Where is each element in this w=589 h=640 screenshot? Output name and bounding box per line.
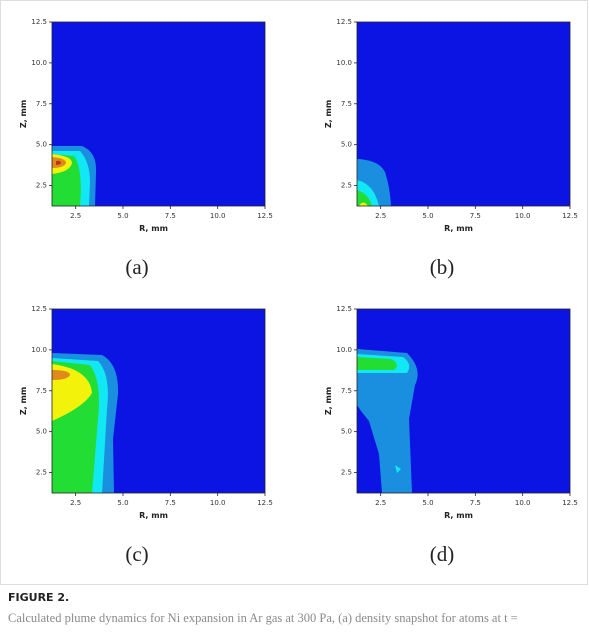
y-tick-label: 10.0: [336, 59, 352, 67]
x-tick-label: 10.0: [515, 499, 531, 507]
y-tick-label: 7.5: [341, 100, 352, 108]
contour-region: [52, 370, 70, 380]
x-tick-label: 10.0: [210, 499, 226, 507]
y-tick-label: 5.0: [341, 141, 352, 149]
x-tick-label: 2.5: [375, 499, 386, 507]
contour-region: [357, 190, 372, 206]
x-axis-label: R, mm: [444, 511, 473, 520]
x-axis-label: R, mm: [139, 224, 168, 233]
panel: 2.5 5.0 7.5 10.0 12.5 2.5 5.0 7.5 10.0 12.5 R, mm Z…: [19, 18, 273, 279]
x-tick-label: 7.5: [470, 212, 481, 220]
x-tick-label: 10.0: [210, 212, 226, 220]
y-tick-label: 7.5: [36, 387, 47, 395]
x-axis-label: R, mm: [139, 511, 168, 520]
y-tick-label: 10.0: [31, 59, 47, 67]
y-tick-label: 7.5: [341, 387, 352, 395]
caption-text: Calculated plume dynamics for Ni expansi…: [8, 611, 518, 625]
y-axis-label: Z, mm: [19, 387, 28, 415]
plot-frame: [356, 21, 571, 207]
x-tick-label: 7.5: [470, 499, 481, 507]
x-tick-label: 7.5: [165, 499, 176, 507]
panel: 2.5 5.0 7.5 10.0 12.5 2.5 5.0 7.5 10.0 12.5 R, mm Z…: [324, 18, 578, 279]
x-tick-label: 2.5: [70, 212, 81, 220]
panel: 2.5 5.0 7.5 10.0 12.5 2.5 5.0 7.5 10.0 12.5 R, mm Z…: [324, 305, 578, 566]
y-tick-label: 2.5: [36, 469, 47, 477]
y-tick-label: 12.5: [31, 18, 47, 26]
contour-region: [357, 349, 418, 493]
x-tick-label: 12.5: [562, 212, 578, 220]
contour-region: [357, 357, 397, 370]
y-tick-label: 10.0: [336, 346, 352, 354]
panel-label: (a): [125, 255, 148, 279]
plot-frame: [51, 21, 266, 207]
x-tick-label: 10.0: [515, 212, 531, 220]
y-axis-label: Z, mm: [324, 387, 333, 415]
y-tick-label: 5.0: [36, 141, 47, 149]
panel-label: (c): [125, 542, 148, 566]
panel-label: (d): [430, 542, 455, 566]
y-tick-label: 12.5: [31, 305, 47, 313]
contour-region: [359, 202, 368, 206]
x-tick-label: 5.0: [422, 212, 433, 220]
y-tick-label: 2.5: [36, 182, 47, 190]
y-tick-label: 2.5: [341, 182, 352, 190]
caption-heading: FIGURE 2.: [8, 591, 69, 604]
y-tick-label: 5.0: [36, 428, 47, 436]
contour-region: [395, 465, 401, 473]
y-tick-label: 7.5: [36, 100, 47, 108]
x-tick-label: 5.0: [422, 499, 433, 507]
y-axis-label: Z, mm: [19, 100, 28, 128]
x-tick-label: 7.5: [165, 212, 176, 220]
y-tick-label: 12.5: [336, 18, 352, 26]
x-tick-label: 12.5: [562, 499, 578, 507]
y-axis-label: Z, mm: [324, 100, 333, 128]
x-tick-label: 12.5: [257, 212, 273, 220]
y-tick-label: 10.0: [31, 346, 47, 354]
plot-frame: [356, 308, 571, 494]
x-axis-label: R, mm: [444, 224, 473, 233]
plot-frame: [51, 308, 266, 494]
x-tick-label: 12.5: [257, 499, 273, 507]
contour-region: [56, 160, 61, 165]
x-tick-label: 2.5: [375, 212, 386, 220]
y-tick-label: 2.5: [341, 469, 352, 477]
y-tick-label: 12.5: [336, 305, 352, 313]
x-tick-label: 2.5: [70, 499, 81, 507]
panel-label: (b): [430, 255, 455, 279]
y-tick-label: 5.0: [341, 428, 352, 436]
x-tick-label: 5.0: [117, 499, 128, 507]
panel: 2.5 5.0 7.5 10.0 12.5 2.5 5.0 7.5 10.0 12.5 R, mm Z…: [19, 305, 273, 566]
x-tick-label: 5.0: [117, 212, 128, 220]
plot-background: [357, 22, 570, 206]
